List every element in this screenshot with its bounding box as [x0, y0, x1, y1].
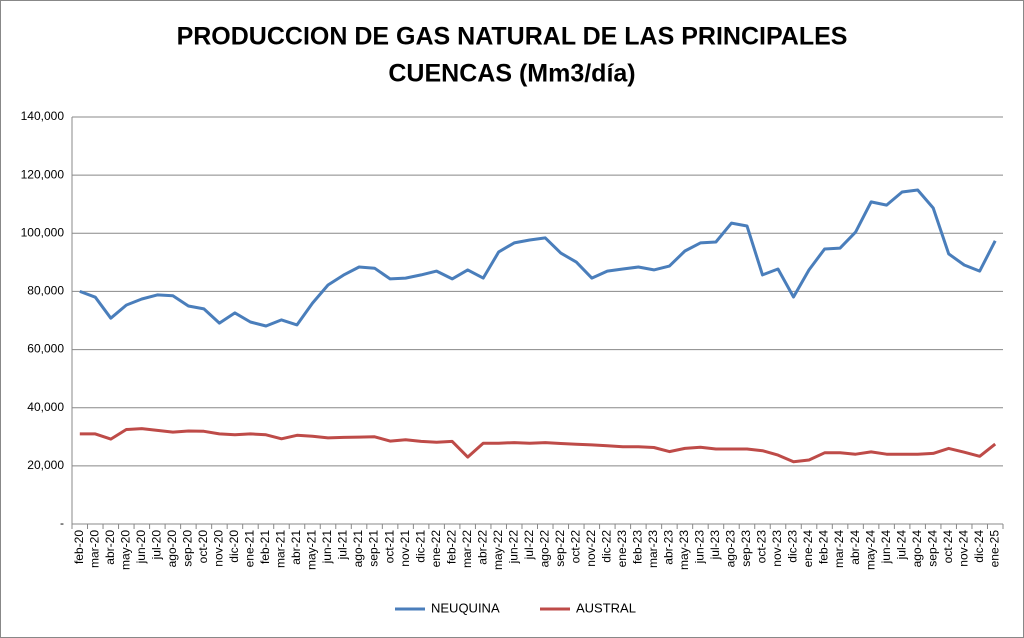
y-tick-label: 140,000 [21, 109, 65, 123]
x-tick-label: oct-20 [196, 530, 210, 564]
x-tick-label: ago-24 [910, 530, 924, 568]
x-tick-label: oct-23 [755, 530, 769, 564]
x-tick-label: ene-24 [801, 530, 815, 568]
x-tick-label: jun-24 [879, 530, 893, 565]
x-tick-label: oct-21 [382, 530, 396, 564]
series-line [79, 427, 997, 464]
x-tick-label: sep-23 [739, 530, 753, 567]
x-tick-label: jul-24 [894, 530, 908, 561]
y-tick-label: - [60, 516, 64, 530]
x-tick-label: feb-20 [72, 530, 86, 564]
x-tick-label: may-23 [677, 530, 691, 570]
x-tick-label: ago-22 [537, 530, 551, 568]
x-tick-label: oct-22 [568, 530, 582, 564]
x-tick-label: abr-21 [289, 530, 303, 565]
x-tick-label: mar-23 [646, 530, 660, 568]
x-tick-label: sep-22 [553, 530, 567, 567]
x-tick-label: may-21 [305, 530, 319, 570]
x-tick-label: abr-23 [662, 530, 676, 565]
x-tick-label: jul-20 [150, 530, 164, 561]
x-tick-label: nov-20 [212, 530, 226, 567]
x-tick-label: ago-20 [165, 530, 179, 568]
x-tick-label: nov-23 [770, 530, 784, 567]
chart-title: PRODUCCION DE GAS NATURAL DE LAS PRINCIP… [177, 23, 848, 51]
y-tick-label: 120,000 [21, 167, 65, 181]
x-tick-label: feb-21 [258, 530, 272, 564]
x-tick-label: mar-22 [460, 530, 474, 568]
x-tick-label: may-24 [863, 530, 877, 570]
x-tick-label: jul-21 [336, 530, 350, 561]
x-tick-label: ene-21 [243, 530, 257, 568]
x-tick-label: ene-22 [429, 530, 443, 568]
x-tick-label: ago-23 [724, 530, 738, 568]
x-tick-label: oct-24 [941, 530, 955, 564]
x-tick-label: sep-21 [367, 530, 381, 567]
y-tick-label: 60,000 [27, 342, 64, 356]
x-tick-label: mar-21 [274, 530, 288, 568]
x-tick-label: ene-23 [615, 530, 629, 568]
x-tick-label: sep-24 [925, 530, 939, 567]
x-tick-label: jun-20 [134, 530, 148, 565]
x-tick-label: jul-23 [708, 530, 722, 561]
x-tick-label: feb-22 [444, 530, 458, 564]
x-tick-label: nov-21 [398, 530, 412, 567]
x-tick-label: dic-21 [413, 530, 427, 563]
x-tick-label: may-22 [491, 530, 505, 570]
y-tick-label: 100,000 [21, 225, 65, 239]
y-tick-label: 80,000 [27, 284, 64, 298]
x-tick-label: jun-22 [506, 530, 520, 565]
x-tick-label: nov-22 [584, 530, 598, 567]
legend-label: AUSTRAL [576, 600, 636, 615]
x-tick-label: sep-20 [181, 530, 195, 567]
x-tick-label: abr-22 [475, 530, 489, 565]
x-tick-label: jun-21 [320, 530, 334, 565]
x-tick-label: jun-23 [693, 530, 707, 565]
x-tick-label: ene-25 [987, 530, 1001, 568]
x-tick-label: dic-23 [786, 530, 800, 563]
y-tick-label: 20,000 [27, 458, 64, 472]
x-tick-label: mar-24 [832, 530, 846, 568]
chart-subtitle: CUENCAS (Mm3/día) [388, 60, 635, 88]
x-tick-label: abr-24 [848, 530, 862, 565]
x-tick-label: dic-20 [227, 530, 241, 563]
x-tick-label: may-20 [118, 530, 132, 570]
y-tick-label: 40,000 [27, 400, 64, 414]
x-tick-label: dic-22 [599, 530, 613, 563]
x-tick-label: feb-23 [631, 530, 645, 564]
x-tick-label: dic-24 [972, 530, 986, 563]
series-line [79, 188, 997, 328]
x-tick-label: mar-20 [87, 530, 101, 568]
x-tick-label: ago-21 [351, 530, 365, 568]
x-tick-label: feb-24 [817, 530, 831, 564]
x-tick-label: nov-24 [956, 530, 970, 567]
x-tick-label: jul-22 [522, 530, 536, 561]
legend-label: NEUQUINA [431, 600, 500, 615]
x-tick-label: abr-20 [103, 530, 117, 565]
